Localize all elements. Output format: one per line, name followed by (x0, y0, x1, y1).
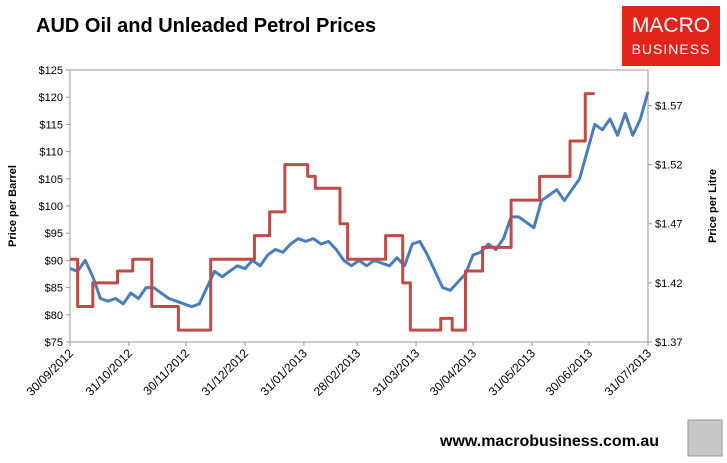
y2-tick-label: $1.37 (655, 337, 683, 349)
y-tick-label: $80 (45, 310, 63, 322)
y2-tick-label: $1.47 (655, 219, 683, 231)
x-tick-label: 28/02/2013 (311, 346, 364, 399)
series-line (69, 91, 650, 309)
y2-tick-label: $1.57 (655, 100, 683, 112)
x-tick-label: 30/06/2013 (543, 346, 596, 399)
logo-box (622, 6, 720, 66)
y-tick-label: $110 (39, 147, 63, 159)
x-tick-label: 31/10/2012 (83, 346, 136, 399)
y2-tick-label: $1.52 (655, 160, 683, 172)
x-tick-label: 31/01/2013 (258, 346, 311, 399)
x-tick-label: 31/07/2013 (602, 346, 655, 399)
x-tick-label: 30/09/2012 (24, 346, 77, 399)
y-tick-label: $105 (39, 174, 63, 186)
y-tick-label: $90 (45, 255, 63, 267)
logo-text: MACRO (632, 14, 710, 37)
logo-image (687, 419, 723, 457)
y2-axis-label: Price per Litre (707, 169, 719, 243)
x-tick-label: 31/03/2013 (370, 346, 423, 399)
y-tick-label: $115 (39, 119, 63, 131)
footer: www.macrobusiness.com.au (439, 433, 659, 450)
y-tick-label: $95 (45, 228, 63, 240)
chart-title: AUD Oil and Unleaded Petrol Prices (36, 15, 376, 37)
y-tick-label: $85 (45, 283, 63, 295)
x-tick-label: 31/05/2013 (486, 346, 539, 399)
x-tick-label: 30/11/2012 (140, 346, 192, 398)
y-tick-label: $125 (39, 65, 63, 77)
series-line (70, 92, 595, 332)
plot-area (69, 69, 649, 343)
y-tick-label: $75 (45, 337, 63, 349)
y2-tick-label: $1.42 (655, 278, 683, 290)
y-tick-label: $120 (39, 92, 63, 104)
logo-text: BUSINESS (632, 41, 711, 57)
x-tick-label: 31/12/2012 (199, 346, 252, 399)
y-tick-label: $100 (39, 201, 63, 213)
y-axis-label: Price per Barrel (7, 165, 19, 247)
x-tick-label: 30/04/2013 (427, 346, 480, 399)
